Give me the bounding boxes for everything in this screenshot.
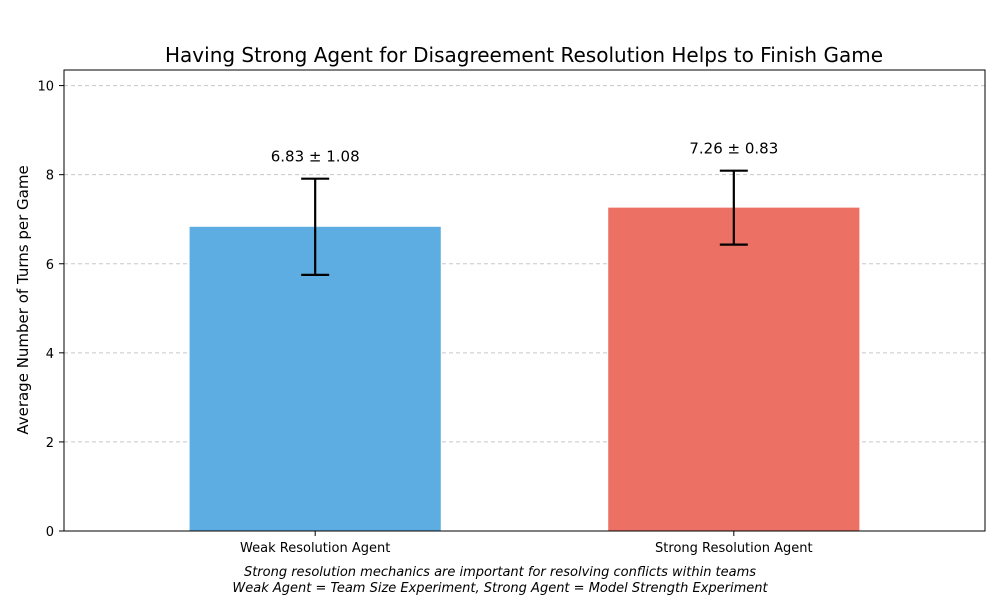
y-tick-label: 0: [46, 525, 54, 540]
x-axis-ticks: Weak Resolution Agent Strong Resolution A…: [240, 531, 813, 556]
bar-weak: [189, 226, 441, 531]
x-tick-label: Weak Resolution Agent: [240, 541, 390, 556]
plot-frame: [63, 69, 986, 532]
caption-line-2: Weak Agent = Team Size Experiment, Stron…: [232, 581, 768, 596]
value-labels-group: 6.83 ± 1.08 7.26 ± 0.83: [271, 140, 779, 166]
value-label: 6.83 ± 1.08: [271, 148, 360, 166]
y-tick-label: 8: [46, 169, 54, 184]
bar-chart: Having Strong Agent for Disagreement Res…: [14, 43, 986, 556]
y-axis-ticks: 0 2 4 6 8 10: [37, 80, 64, 540]
y-tick-label: 10: [37, 80, 54, 95]
chart-title: Having Strong Agent for Disagreement Res…: [165, 43, 883, 67]
y-tick-label: 2: [46, 436, 54, 451]
y-tick-label: 6: [46, 258, 54, 273]
x-tick-label: Strong Resolution Agent: [655, 541, 813, 556]
y-tick-label: 4: [46, 347, 54, 362]
bars-group: [189, 207, 860, 531]
error-bars-group: [301, 169, 748, 276]
bar-strong: [608, 207, 860, 531]
caption-line-1: Strong resolution mechanics are importan…: [243, 565, 757, 580]
y-axis-label: Average Number of Turns per Game: [14, 165, 32, 434]
value-label: 7.26 ± 0.83: [689, 140, 778, 158]
